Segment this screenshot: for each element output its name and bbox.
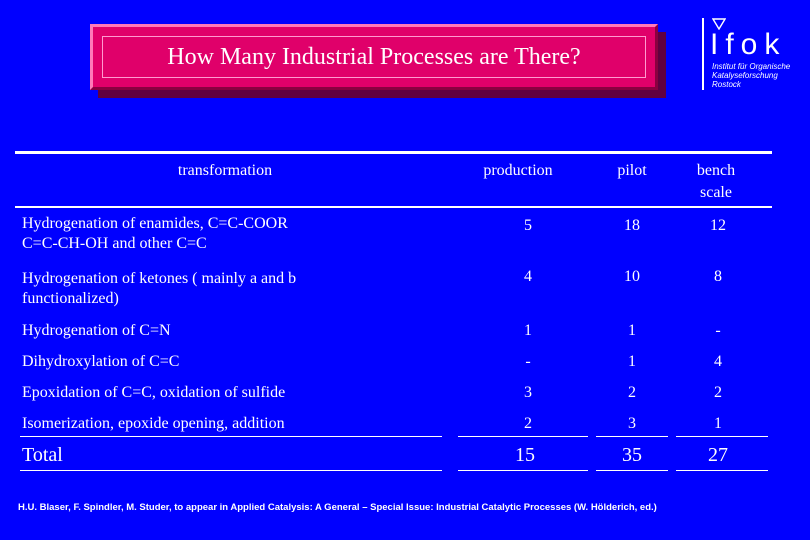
total-top-rule-production — [458, 436, 588, 437]
cell-production: - — [525, 353, 531, 370]
header-bottom-rule — [15, 206, 772, 208]
logo-subtitle-line: Katalyseforschung — [712, 71, 778, 80]
logo-name: Ifok — [710, 28, 787, 61]
header-production: production — [483, 162, 553, 179]
cell-pilot: 10 — [624, 268, 640, 285]
header-bench-line1: bench — [696, 162, 736, 179]
cell-pilot: 1 — [628, 322, 636, 339]
row-label: Epoxidation of C=C, oxidation of sulfide — [22, 384, 286, 401]
cell-production: 2 — [524, 415, 532, 432]
logo-subtitle-line: Rostock — [712, 80, 741, 89]
cell-bench: 12 — [710, 217, 726, 234]
logo-subtitle: Institut für Organische Katalyseforschun… — [712, 62, 790, 89]
total-bench: 27 — [708, 444, 728, 466]
ifok-logo: Ifok Institut für Organische Katalysefor… — [700, 18, 800, 92]
cell-production: 5 — [524, 217, 532, 234]
cell-bench: 2 — [714, 384, 722, 401]
row-label-line: Hydrogenation of ketones ( mainly a and … — [22, 270, 297, 287]
header-transformation: transformation — [177, 162, 273, 179]
row-label-line: functionalized) — [22, 290, 119, 307]
row-label-line: Hydrogenation of enamides, C=C-COOR — [22, 215, 288, 232]
cell-pilot: 3 — [628, 415, 636, 432]
row-label: Hydrogenation of enamides, C=C-COOR C=C-… — [22, 214, 288, 254]
title-box: How Many Industrial Processes are There? — [90, 24, 658, 90]
total-pilot: 35 — [622, 444, 642, 466]
logo-bar — [702, 18, 704, 90]
total-bottom-rule-pilot — [596, 470, 668, 471]
cell-bench: 4 — [714, 353, 722, 370]
row-label: Hydrogenation of ketones ( mainly a and … — [22, 269, 296, 309]
total-top-rule-label — [20, 436, 442, 437]
row-label: Hydrogenation of C=N — [22, 322, 171, 339]
total-label: Total — [22, 444, 63, 466]
slide-title: How Many Industrial Processes are There? — [102, 36, 646, 78]
cell-bench: 1 — [714, 415, 722, 432]
row-label-line: C=C-CH-OH and other C=C — [22, 235, 207, 252]
cell-bench: 8 — [714, 268, 722, 285]
cell-pilot: 1 — [628, 353, 636, 370]
cell-bench: - — [715, 322, 721, 339]
header-bench: bench scale — [676, 161, 756, 203]
reference-citation: H.U. Blaser, F. Spindler, M. Studer, to … — [18, 502, 657, 513]
cell-pilot: 18 — [624, 217, 640, 234]
total-production: 15 — [515, 444, 535, 466]
total-top-rule-bench — [676, 436, 768, 437]
header-bench-line2: scale — [700, 184, 732, 201]
total-top-rule-pilot — [596, 436, 668, 437]
total-bottom-rule-production — [458, 470, 588, 471]
logo-triangle-icon — [712, 18, 726, 30]
total-bottom-rule-bench — [676, 470, 768, 471]
row-label: Isomerization, epoxide opening, addition — [22, 415, 285, 432]
cell-production: 4 — [524, 268, 532, 285]
header-pilot: pilot — [617, 162, 647, 179]
total-bottom-rule-label — [20, 470, 442, 471]
row-label: Dihydroxylation of C=C — [22, 353, 180, 370]
cell-production: 3 — [524, 384, 532, 401]
table-top-rule — [15, 151, 772, 154]
cell-production: 1 — [524, 322, 532, 339]
logo-subtitle-line: Institut für Organische — [712, 62, 791, 71]
cell-pilot: 2 — [628, 384, 636, 401]
